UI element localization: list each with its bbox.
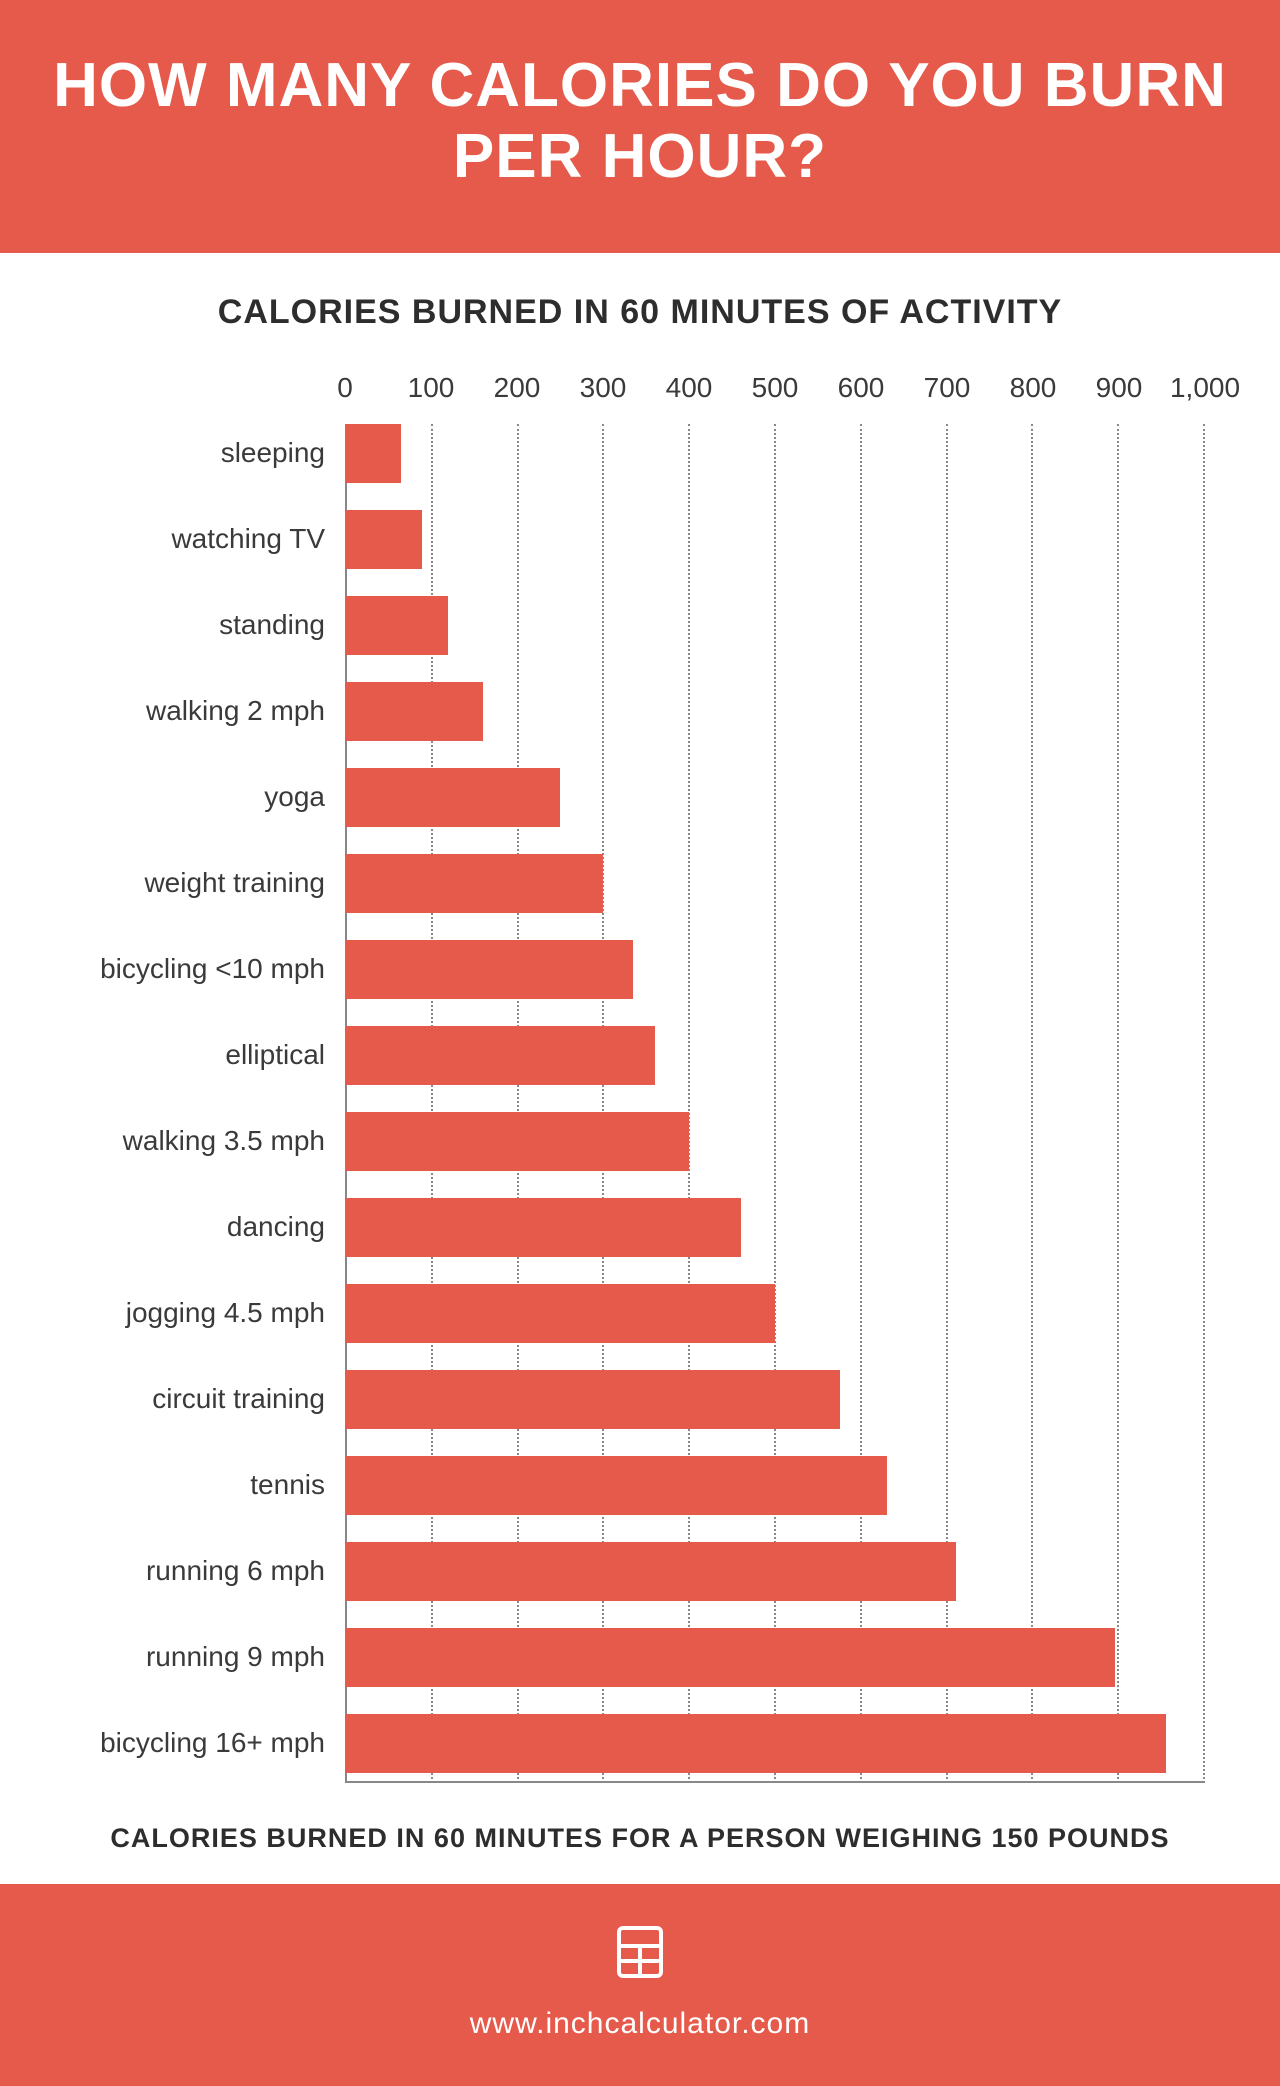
- calculator-icon: [612, 1924, 668, 1985]
- chart-area: 01002003004005006007008009001,000 sleepi…: [345, 372, 1205, 1783]
- bar-label: weight training: [144, 867, 325, 899]
- bar-row: bicycling <10 mph: [345, 940, 1205, 999]
- bar-label: standing: [219, 609, 325, 641]
- header-band: HOW MANY CALORIES DO YOU BURN PER HOUR?: [0, 0, 1280, 253]
- bar: [345, 1284, 775, 1343]
- bar-row: jogging 4.5 mph: [345, 1284, 1205, 1343]
- bar-label: circuit training: [152, 1383, 325, 1415]
- bar-label: bicycling 16+ mph: [100, 1727, 325, 1759]
- bar: [345, 1714, 1166, 1773]
- bar: [345, 1112, 689, 1171]
- bar: [345, 596, 448, 655]
- bar-row: running 9 mph: [345, 1628, 1205, 1687]
- chart-plot: sleeping watching TV standing walking 2 mph…: [345, 424, 1205, 1783]
- x-axis: 01002003004005006007008009001,000: [345, 372, 1205, 406]
- bar-row: walking 3.5 mph: [345, 1112, 1205, 1171]
- bar: [345, 940, 633, 999]
- bar: [345, 510, 422, 569]
- bar-row: walking 2 mph: [345, 682, 1205, 741]
- bar-label: running 9 mph: [146, 1641, 325, 1673]
- bar-row: standing: [345, 596, 1205, 655]
- bar-row: dancing: [345, 1198, 1205, 1257]
- bar-row: sleeping: [345, 424, 1205, 483]
- chart-caption: CALORIES BURNED IN 60 MINUTES FOR A PERS…: [55, 1823, 1225, 1854]
- bar-row: elliptical: [345, 1026, 1205, 1085]
- bar: [345, 1628, 1115, 1687]
- bar-label: jogging 4.5 mph: [126, 1297, 325, 1329]
- bar-row: tennis: [345, 1456, 1205, 1515]
- bar-label: elliptical: [225, 1039, 325, 1071]
- bar-label: sleeping: [221, 437, 325, 469]
- bar-label: watching TV: [171, 523, 325, 555]
- bar-label: tennis: [250, 1469, 325, 1501]
- chart-subtitle: CALORIES BURNED IN 60 MINUTES OF ACTIVIT…: [55, 293, 1225, 332]
- bar-label: walking 3.5 mph: [123, 1125, 325, 1157]
- page-title: HOW MANY CALORIES DO YOU BURN PER HOUR?: [40, 50, 1240, 193]
- bar: [345, 1542, 956, 1601]
- bar: [345, 768, 560, 827]
- bar-label: walking 2 mph: [146, 695, 325, 727]
- bar-label: yoga: [264, 781, 325, 813]
- bar-label: running 6 mph: [146, 1555, 325, 1587]
- bar-row: circuit training: [345, 1370, 1205, 1429]
- bar: [345, 682, 483, 741]
- x-axis-baseline: [345, 1781, 1205, 1783]
- bar-row: weight training: [345, 854, 1205, 913]
- bar: [345, 854, 603, 913]
- bar: [345, 1198, 741, 1257]
- bar-row: bicycling 16+ mph: [345, 1714, 1205, 1773]
- bar-row: running 6 mph: [345, 1542, 1205, 1601]
- bars-container: sleeping watching TV standing walking 2 mph…: [345, 424, 1205, 1773]
- bar-row: watching TV: [345, 510, 1205, 569]
- bar-label: dancing: [227, 1211, 325, 1243]
- bar: [345, 1456, 887, 1515]
- footer-url: www.inchcalculator.com: [0, 2007, 1280, 2041]
- bar-label: bicycling <10 mph: [100, 953, 325, 985]
- bar: [345, 1026, 655, 1085]
- main-content: CALORIES BURNED IN 60 MINUTES OF ACTIVIT…: [0, 253, 1280, 1884]
- bar: [345, 1370, 840, 1429]
- bar-row: yoga: [345, 768, 1205, 827]
- bar: [345, 424, 401, 483]
- footer-band: www.inchcalculator.com: [0, 1884, 1280, 2086]
